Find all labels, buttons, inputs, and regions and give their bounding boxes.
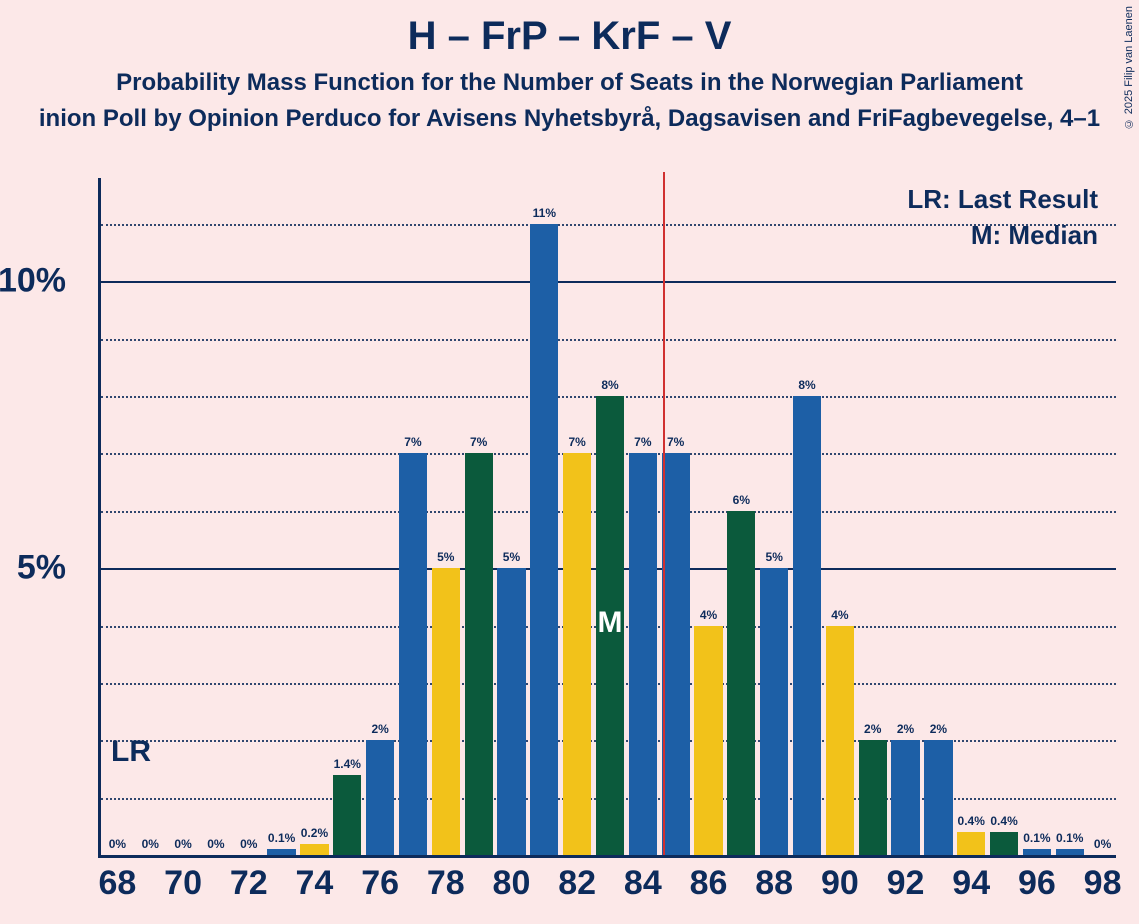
y-axis-tick: 5%	[17, 549, 66, 588]
bar-value-label: 0%	[142, 837, 159, 851]
x-axis-tick: 72	[230, 864, 268, 903]
x-axis-tick: 96	[1018, 864, 1056, 903]
copyright-text: © 2025 Filip van Laenen	[1123, 6, 1135, 129]
bar-value-label: 0%	[174, 837, 191, 851]
bar-value-label: 0.1%	[1023, 831, 1050, 845]
bar-value-label: 0%	[109, 837, 126, 851]
bar	[990, 832, 1018, 855]
bar-value-label: 2%	[897, 722, 914, 736]
legend-lr: LR: Last Result	[907, 184, 1098, 215]
bar-value-label: 5%	[437, 550, 454, 564]
x-axis-tick: 74	[296, 864, 334, 903]
bar-value-label: 0.1%	[1056, 831, 1083, 845]
gridline-major	[101, 281, 1116, 283]
bar	[399, 453, 427, 855]
bar	[694, 626, 722, 855]
bar	[924, 740, 952, 855]
bar	[366, 740, 394, 855]
chart-title: H – FrP – KrF – V	[0, 0, 1139, 59]
bar-value-label: 5%	[766, 550, 783, 564]
bar-value-label: 7%	[667, 435, 684, 449]
x-axis-tick: 88	[755, 864, 793, 903]
bar-value-label: 2%	[864, 722, 881, 736]
bar	[957, 832, 985, 855]
bar-value-label: 1.4%	[334, 757, 361, 771]
bar	[465, 453, 493, 855]
bar-value-label: 4%	[700, 608, 717, 622]
bar-value-label: 7%	[404, 435, 421, 449]
x-axis-tick: 78	[427, 864, 465, 903]
chart-area: LR: Last Result M: Median 5%10%687072747…	[98, 178, 1128, 858]
bar-value-label: 0.4%	[958, 814, 985, 828]
x-axis-tick: 98	[1084, 864, 1122, 903]
y-axis-tick: 10%	[0, 262, 66, 301]
bar-value-label: 0%	[207, 837, 224, 851]
median-line	[663, 172, 665, 855]
x-axis-tick: 86	[690, 864, 728, 903]
bar	[727, 511, 755, 855]
x-axis-tick: 92	[887, 864, 925, 903]
x-axis-tick: 84	[624, 864, 662, 903]
bar	[432, 568, 460, 855]
bar-value-label: 8%	[798, 378, 815, 392]
x-axis-tick: 70	[164, 864, 202, 903]
bar	[300, 844, 328, 855]
x-axis-tick: 76	[361, 864, 399, 903]
x-axis-tick: 68	[98, 864, 136, 903]
plot-area: LR: Last Result M: Median 5%10%687072747…	[98, 178, 1116, 858]
x-axis-tick: 94	[952, 864, 990, 903]
bar-value-label: 5%	[503, 550, 520, 564]
bar-value-label: 0.2%	[301, 826, 328, 840]
x-axis-tick: 90	[821, 864, 859, 903]
x-axis-tick: 80	[493, 864, 531, 903]
bar	[891, 740, 919, 855]
chart-subtitle-2: inion Poll by Opinion Perduco for Avisen…	[0, 105, 1139, 133]
bar	[629, 453, 657, 855]
bar	[826, 626, 854, 855]
median-marker: M	[598, 606, 623, 640]
bar-value-label: 0.1%	[268, 831, 295, 845]
bar-value-label: 2%	[930, 722, 947, 736]
bar-value-label: 0%	[1094, 837, 1111, 851]
bar-value-label: 7%	[634, 435, 651, 449]
bar-value-label: 0.4%	[990, 814, 1017, 828]
bar-value-label: 8%	[601, 378, 618, 392]
bar	[563, 453, 591, 855]
bar	[497, 568, 525, 855]
bar-value-label: 7%	[568, 435, 585, 449]
bar	[1056, 849, 1084, 855]
bar	[1023, 849, 1051, 855]
bar	[267, 849, 295, 855]
bar-value-label: 7%	[470, 435, 487, 449]
bar	[859, 740, 887, 855]
chart-subtitle: Probability Mass Function for the Number…	[0, 69, 1139, 97]
bar	[793, 396, 821, 855]
last-result-marker: LR	[111, 735, 151, 769]
bar	[530, 224, 558, 855]
bar	[662, 453, 690, 855]
bar-value-label: 2%	[371, 722, 388, 736]
bar	[760, 568, 788, 855]
bar-value-label: 6%	[733, 493, 750, 507]
x-axis-tick: 82	[558, 864, 596, 903]
bar-value-label: 4%	[831, 608, 848, 622]
gridline-minor	[101, 224, 1116, 226]
bar-value-label: 0%	[240, 837, 257, 851]
bar-value-label: 11%	[533, 206, 556, 220]
bar	[333, 775, 361, 855]
gridline-minor	[101, 339, 1116, 341]
